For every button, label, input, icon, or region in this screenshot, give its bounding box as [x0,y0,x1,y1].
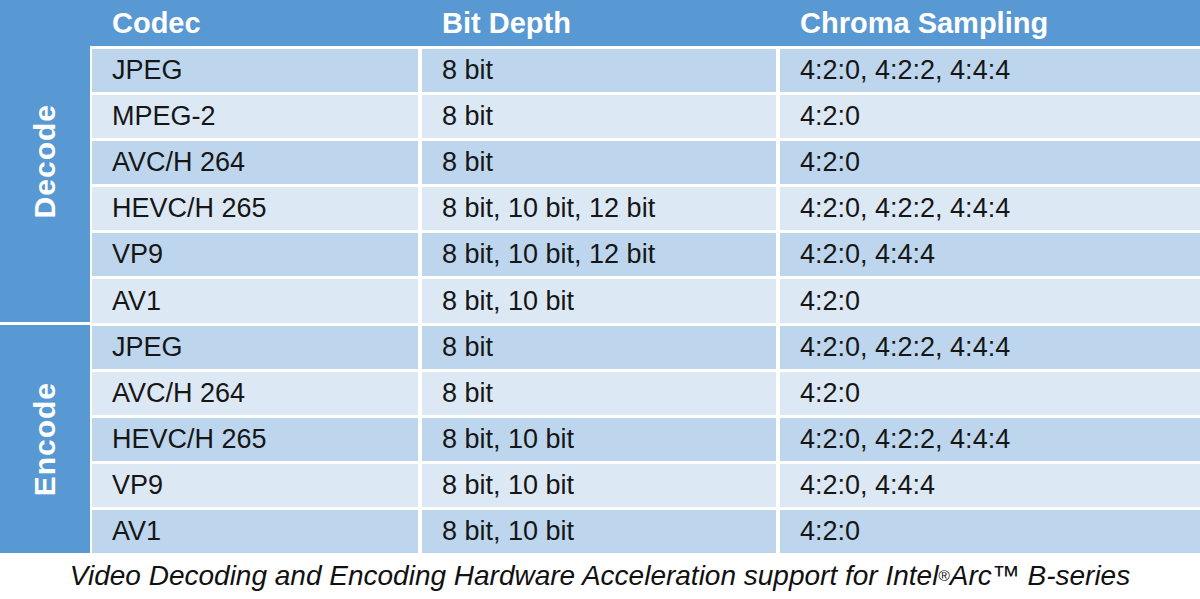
table-caption: Video Decoding and Encoding Hardware Acc… [0,553,1200,599]
cell-codec: AVC/H 264 [92,372,422,415]
cell-chroma-sampling: 4:2:0 [780,279,1200,322]
section-label-encode: Encode [28,382,62,496]
cell-chroma-sampling: 4:2:0 [780,510,1200,553]
codec-support-table: Codec Bit Depth Chroma Sampling Decode E… [0,0,1200,599]
cell-codec: JPEG [92,326,422,369]
table-row: VP9 8 bit, 10 bit 4:2:0, 4:4:4 [92,464,1200,510]
table-row: JPEG 8 bit 4:2:0, 4:2:2, 4:4:4 [92,49,1200,95]
table-row: AV1 8 bit, 10 bit 4:2:0 [92,510,1200,553]
table-row: HEVC/H 265 8 bit, 10 bit, 12 bit 4:2:0, … [92,187,1200,233]
cell-codec: HEVC/H 265 [92,187,422,230]
column-header-codec: Codec [92,0,422,46]
cell-bit-depth: 8 bit, 10 bit [422,510,780,553]
table-row: MPEG-2 8 bit 4:2:0 [92,95,1200,141]
cell-bit-depth: 8 bit, 10 bit, 12 bit [422,233,780,276]
cell-codec: VP9 [92,233,422,276]
cell-chroma-sampling: 4:2:0, 4:4:4 [780,233,1200,276]
cell-chroma-sampling: 4:2:0, 4:2:2, 4:4:4 [780,326,1200,369]
cell-bit-depth: 8 bit [422,141,780,184]
cell-chroma-sampling: 4:2:0, 4:2:2, 4:4:4 [780,49,1200,92]
table-row: AVC/H 264 8 bit 4:2:0 [92,372,1200,418]
cell-bit-depth: 8 bit [422,372,780,415]
cell-bit-depth: 8 bit, 10 bit [422,418,780,461]
cell-codec: AV1 [92,279,422,322]
cell-bit-depth: 8 bit, 10 bit [422,464,780,507]
cell-chroma-sampling: 4:2:0, 4:2:2, 4:4:4 [780,187,1200,230]
cell-chroma-sampling: 4:2:0, 4:4:4 [780,464,1200,507]
table-row: AV1 8 bit, 10 bit 4:2:0 [92,279,1200,325]
cell-chroma-sampling: 4:2:0 [780,141,1200,184]
column-header-bit-depth: Bit Depth [422,0,780,46]
cell-chroma-sampling: 4:2:0, 4:2:2, 4:4:4 [780,418,1200,461]
cell-bit-depth: 8 bit [422,95,780,138]
table-row: VP9 8 bit, 10 bit, 12 bit 4:2:0, 4:4:4 [92,233,1200,279]
cell-bit-depth: 8 bit [422,326,780,369]
cell-codec: MPEG-2 [92,95,422,138]
table-body: JPEG 8 bit 4:2:0, 4:2:2, 4:4:4 MPEG-2 8 … [92,46,1200,553]
caption-text-prefix: Video Decoding and Encoding Hardware Acc… [70,560,939,592]
table-row: JPEG 8 bit 4:2:0, 4:2:2, 4:4:4 [92,326,1200,372]
section-decode: Decode [0,0,90,322]
cell-bit-depth: 8 bit, 10 bit [422,279,780,322]
cell-codec: JPEG [92,49,422,92]
cell-bit-depth: 8 bit [422,49,780,92]
cell-codec: VP9 [92,464,422,507]
column-header-chroma-sampling: Chroma Sampling [780,0,1200,46]
cell-codec: AV1 [92,510,422,553]
cell-chroma-sampling: 4:2:0 [780,372,1200,415]
table-header: Codec Bit Depth Chroma Sampling [0,0,1200,46]
cell-chroma-sampling: 4:2:0 [780,95,1200,138]
section-sidebar: Decode Encode [0,0,90,553]
caption-text-suffix: Arc™ B-series [950,560,1130,592]
section-encode: Encode [0,325,90,553]
cell-codec: AVC/H 264 [92,141,422,184]
cell-bit-depth: 8 bit, 10 bit, 12 bit [422,187,780,230]
table-row: AVC/H 264 8 bit 4:2:0 [92,141,1200,187]
cell-codec: HEVC/H 265 [92,418,422,461]
table-row: HEVC/H 265 8 bit, 10 bit 4:2:0, 4:2:2, 4… [92,418,1200,464]
section-label-decode: Decode [28,104,62,218]
